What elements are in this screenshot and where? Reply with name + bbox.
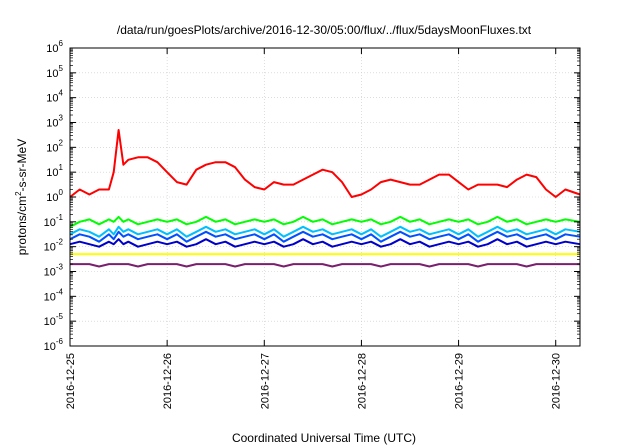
x-tick-label: 2016-12-28 bbox=[356, 353, 368, 409]
y-tick-label: 106 bbox=[46, 39, 63, 55]
y-tick-base: 10 bbox=[44, 267, 56, 279]
x-tick-label: 2016-12-25 bbox=[65, 353, 77, 409]
y-tick-base: 10 bbox=[44, 316, 56, 328]
y-axis-label-rest: -s-sr-MeV bbox=[15, 139, 29, 192]
series-line-3 bbox=[69, 225, 581, 238]
x-tick-label: 2016-12-30 bbox=[551, 353, 563, 409]
grid bbox=[70, 48, 580, 346]
x-axis: 2016-12-25 2016-12-26 2016-12-27 2016-12-28… bbox=[65, 48, 563, 409]
x-tick-label: 2016-12-29 bbox=[454, 353, 466, 409]
y-tick-label: 105 bbox=[46, 64, 63, 80]
y-tick-label: 10-4 bbox=[44, 287, 64, 303]
x-tick-label: 2016-12-27 bbox=[259, 353, 271, 409]
series-line-2 bbox=[69, 215, 581, 228]
y-tick-base: 10 bbox=[44, 341, 56, 353]
y-tick-exponent: 3 bbox=[59, 114, 64, 123]
y-axis-label: protons/cm2-s-sr-MeV bbox=[14, 139, 29, 255]
y-axis-label-sup: 2 bbox=[14, 191, 23, 196]
y-axis-label-main: protons/cm bbox=[15, 196, 29, 255]
y-tick-label: 10-2 bbox=[44, 238, 64, 254]
y-tick-label: 102 bbox=[46, 138, 63, 154]
y-tick-base: 10 bbox=[46, 93, 58, 105]
y-tick-label: 104 bbox=[46, 89, 63, 105]
y-tick-base: 10 bbox=[46, 43, 58, 55]
series-line-7 bbox=[70, 263, 580, 268]
y-tick-exponent: -6 bbox=[56, 337, 64, 346]
y-tick-label: 100 bbox=[46, 188, 63, 204]
x-axis-label: Coordinated Universal Time (UTC) bbox=[232, 431, 416, 445]
y-tick-base: 10 bbox=[44, 217, 56, 229]
y-tick-base: 10 bbox=[46, 142, 58, 154]
x-tick-label: 2016-12-26 bbox=[162, 353, 174, 409]
y-tick-exponent: -3 bbox=[56, 263, 64, 272]
y-tick-label: 103 bbox=[46, 114, 63, 130]
series-line-4 bbox=[69, 230, 581, 243]
y-tick-exponent: 1 bbox=[59, 163, 64, 172]
y-tick-base: 10 bbox=[46, 68, 58, 80]
y-tick-label: 10-6 bbox=[44, 337, 64, 353]
y-tick-base: 10 bbox=[46, 192, 58, 204]
chart-title: /data/run/goesPlots/archive/2016-12-30/0… bbox=[117, 23, 532, 37]
y-tick-label: 10-1 bbox=[44, 213, 64, 229]
y-tick-exponent: -2 bbox=[56, 238, 64, 247]
y-axis: 10-610-510-410-310-210-11001011021031041… bbox=[44, 39, 580, 353]
y-tick-exponent: -5 bbox=[56, 312, 64, 321]
y-tick-exponent: 6 bbox=[59, 39, 64, 48]
y-tick-base: 10 bbox=[44, 291, 56, 303]
series-line-5 bbox=[69, 238, 581, 248]
y-tick-exponent: -1 bbox=[56, 213, 64, 222]
y-tick-exponent: 2 bbox=[59, 138, 64, 147]
y-tick-label: 101 bbox=[46, 163, 63, 179]
y-tick-exponent: 0 bbox=[59, 188, 64, 197]
y-tick-label: 10-5 bbox=[44, 312, 64, 328]
y-tick-base: 10 bbox=[46, 167, 58, 179]
series-line-1 bbox=[69, 129, 581, 198]
y-tick-base: 10 bbox=[44, 242, 56, 254]
y-tick-exponent: 5 bbox=[59, 64, 64, 73]
y-tick-label: 10-3 bbox=[44, 263, 64, 279]
series-group bbox=[69, 129, 581, 268]
y-tick-exponent: -4 bbox=[56, 287, 64, 296]
y-tick-base: 10 bbox=[46, 118, 58, 130]
y-tick-exponent: 4 bbox=[59, 89, 64, 98]
